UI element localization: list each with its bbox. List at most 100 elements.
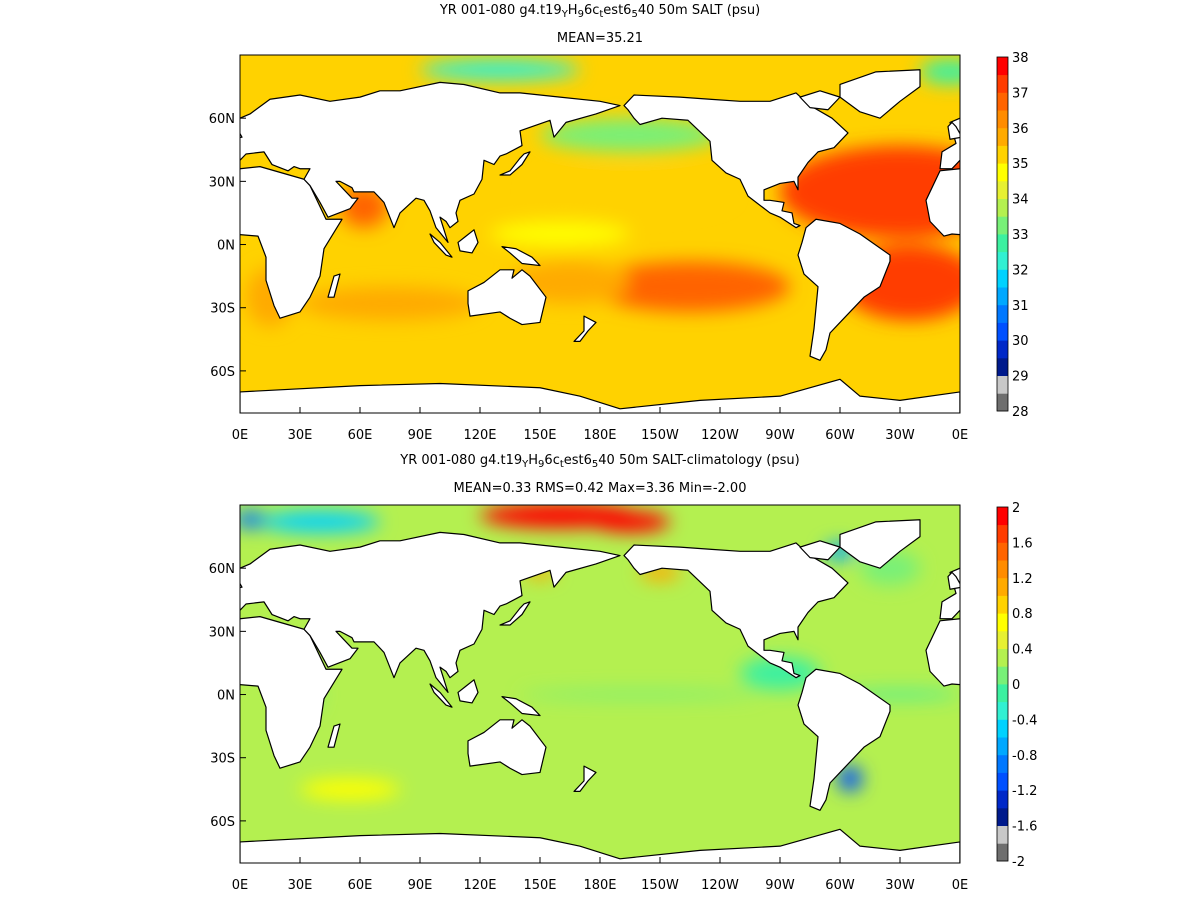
- salt-anomaly-map-chart: 0E 30E 60E 90E 120E 150E 180E 150W 120W 90W 60W 30W…: [209, 501, 1198, 893]
- x-tick-label: 0E: [952, 428, 969, 443]
- landmasses: [240, 69, 1198, 413]
- colorbar-swatch: [997, 719, 1008, 738]
- colorbar-tick-label: 1.6: [1012, 536, 1033, 551]
- x-tick-label: 0E: [232, 428, 249, 443]
- colorbar-tick-label: -0.4: [1012, 713, 1037, 728]
- y-tick-label: 60N: [209, 562, 235, 577]
- land-greenland: [839, 69, 921, 119]
- land-britain: [947, 121, 960, 140]
- colorbar-tick-label: 38: [1012, 51, 1029, 66]
- x-tick-label: 150W: [641, 878, 679, 893]
- colorbar-swatch: [997, 577, 1008, 596]
- x-tick-label: 120E: [463, 428, 496, 443]
- colorbar-tick-label: -2: [1012, 855, 1025, 870]
- land-borneo: [1178, 230, 1198, 253]
- colorbar-frame: [996, 506, 1009, 862]
- colorbar-swatch: [997, 507, 1008, 526]
- colorbar-swatch: [997, 524, 1008, 543]
- land-antarctica: [959, 841, 960, 863]
- colorbar-swatch: [997, 287, 1008, 306]
- colorbar-swatch: [997, 375, 1008, 394]
- field-anomaly-region: [260, 511, 380, 533]
- land-antarctica: [240, 828, 960, 863]
- colorbar-swatch: [997, 666, 1008, 685]
- y-tick-label: 60N: [209, 112, 235, 127]
- land-samerica: [797, 668, 891, 811]
- land-samerica: [797, 218, 891, 361]
- x-tick-label: 120W: [701, 428, 739, 443]
- colorbar-swatch: [997, 163, 1008, 182]
- field-anomaly-region: [780, 145, 960, 239]
- colorbar-swatch: [997, 737, 1008, 756]
- x-tick-label: 150E: [523, 428, 556, 443]
- land-australia: [467, 719, 547, 776]
- colorbar-frame: [996, 56, 1009, 412]
- colorbar-swatch: [997, 216, 1008, 235]
- land-africa: [925, 618, 960, 687]
- colorbar-tick-label: 1.2: [1012, 572, 1033, 587]
- land-borneo: [1178, 680, 1198, 703]
- y-tick-label: 60S: [210, 365, 235, 380]
- land-newzealand: [573, 765, 597, 792]
- x-tick-label: 150E: [523, 878, 556, 893]
- colorbar-tick-label: -1.6: [1012, 820, 1037, 835]
- colorbar-tick-label: 0.8: [1012, 607, 1033, 622]
- land-baffin: [799, 540, 841, 561]
- y-tick-label: 0N: [217, 239, 235, 254]
- bottom-chart-subtitle: MEAN=0.33 RMS=0.42 Max=3.36 Min=-2.00: [453, 481, 747, 496]
- land-madagascar: [1048, 724, 1060, 747]
- land-eurasia: [240, 81, 621, 244]
- land-eurasia: [939, 567, 960, 620]
- colorbar-swatch: [997, 595, 1008, 614]
- land-borneo: [457, 229, 479, 254]
- field-anomaly-region: [300, 778, 400, 800]
- x-tick-label: 60W: [825, 878, 855, 893]
- land-britain: [947, 571, 960, 590]
- colorbar-swatch: [997, 322, 1008, 341]
- x-tick-label: 120E: [463, 878, 496, 893]
- land-madagascar: [327, 723, 341, 748]
- colorbar-swatch: [997, 684, 1008, 703]
- colorbar-swatch: [997, 790, 1008, 809]
- field-anomaly-region: [590, 261, 790, 312]
- top-chart-subtitle: MEAN=35.21: [556, 31, 644, 46]
- x-tick-label: 30W: [885, 878, 915, 893]
- land-greenland: [839, 519, 921, 569]
- colorbar-swatch: [997, 542, 1008, 561]
- land-africa: [925, 168, 960, 237]
- land-sumatra: [1150, 684, 1172, 707]
- field-anomaly-region: [520, 690, 760, 699]
- land-madagascar: [327, 273, 341, 298]
- land-baffin: [799, 90, 841, 111]
- land-australia: [467, 269, 547, 326]
- x-tick-label: 60E: [348, 428, 373, 443]
- x-tick-label: 90W: [765, 428, 795, 443]
- landmasses: [240, 519, 1198, 863]
- land-japan: [499, 601, 531, 626]
- y-tick-label: 60S: [210, 815, 235, 830]
- y-tick-label: 0N: [217, 689, 235, 704]
- colorbar-swatch: [997, 825, 1008, 844]
- x-tick-label: 90E: [408, 878, 433, 893]
- colorbar-tick-label: 30: [1012, 334, 1029, 349]
- colorbar-swatch: [997, 57, 1008, 76]
- colorbar-tick-label: 31: [1012, 299, 1029, 314]
- top-chart-title: YR 001-080 g4.t19YH96ctest6540 50m SALT …: [439, 3, 761, 20]
- land-sumatra: [429, 233, 453, 258]
- colorbar-swatch: [997, 127, 1008, 146]
- field-anomaly-region: [340, 185, 388, 228]
- x-tick-label: 90W: [765, 878, 795, 893]
- y-tick-label: 30N: [209, 625, 235, 640]
- x-tick-label: 0E: [952, 878, 969, 893]
- land-sumatra: [1150, 234, 1172, 257]
- x-tick-label: 0E: [232, 878, 249, 893]
- land-borneo: [457, 679, 479, 704]
- field-anomaly-region: [300, 286, 480, 321]
- land-eurasia: [240, 531, 621, 694]
- land-newzealand: [573, 315, 597, 342]
- bottom-chart-title: YR 001-080 g4.t19YH96ctest6540 50m SALT-…: [400, 453, 800, 470]
- x-tick-label: 30W: [885, 428, 915, 443]
- colorbar-swatch: [997, 613, 1008, 632]
- field-anomaly-region: [420, 59, 580, 81]
- salt-map-chart: 0E 30E 60E 90E 120E 150E 180E 150W 120W 90W 60W 30W…: [209, 51, 1198, 443]
